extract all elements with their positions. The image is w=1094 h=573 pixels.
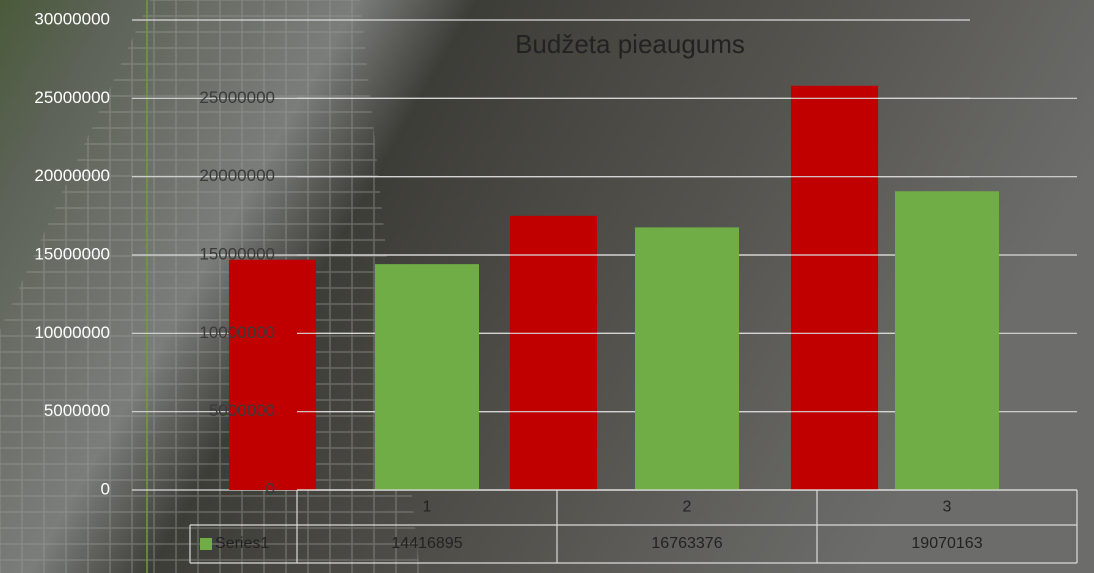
legend-label: Series1 [215,535,269,552]
y-tick-label: 0 [101,479,110,498]
bar [510,216,597,490]
y-tick-label: 15000000 [34,244,110,263]
table-value: 14416895 [391,535,462,552]
y-tick-label: 30000000 [34,9,110,28]
bar [229,260,316,490]
table-value: 19070163 [911,535,982,552]
y-tick-label: 5000000 [209,401,275,420]
bar [791,86,878,490]
y-tick-label: 10000000 [199,323,275,342]
bar [895,191,999,490]
y-tick-label: 15000000 [199,244,275,263]
bar [635,227,739,490]
legend-swatch [200,538,212,550]
y-tick-label: 20000000 [34,166,110,185]
table-value: 16763376 [651,535,722,552]
x-tick-label: 3 [943,499,952,516]
y-tick-label: 10000000 [34,323,110,342]
y-tick-label: 0 [266,479,275,498]
y-tick-label: 20000000 [199,166,275,185]
y-tick-label: 25000000 [199,88,275,107]
y-tick-label: 25000000 [34,88,110,107]
y-tick-label: 5000000 [44,401,110,420]
bar [375,264,479,490]
x-tick-label: 2 [683,499,692,516]
chart-title: Budžeta pieaugums [515,29,745,59]
x-tick-label: 1 [423,499,432,516]
chart: Budžeta pieaugums 0500000010000000150000… [0,0,1094,573]
